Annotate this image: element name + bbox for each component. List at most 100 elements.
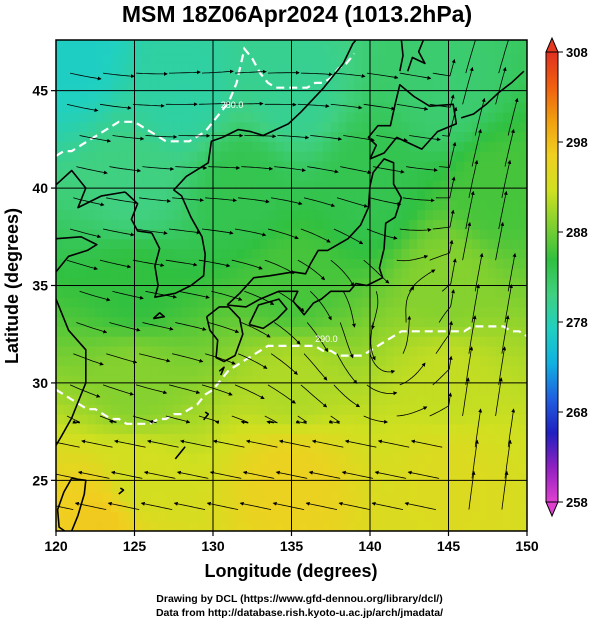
field-cell: [236, 112, 245, 123]
field-cell: [456, 492, 465, 503]
field-cell: [401, 384, 410, 396]
field-cell: [87, 180, 96, 191]
streamline: [406, 166, 438, 173]
field-cell: [354, 521, 363, 531]
field-cell: [377, 170, 387, 181]
field-cell: [173, 521, 183, 531]
field-cell: [95, 92, 104, 103]
field-cell: [503, 92, 512, 103]
field-cell: [448, 238, 457, 249]
field-cell: [205, 336, 214, 347]
field-cell: [291, 365, 300, 376]
field-cell: [63, 326, 73, 337]
streamline: [103, 72, 135, 79]
field-cell: [111, 170, 120, 181]
field-cell: [291, 53, 300, 64]
field-cell: [315, 180, 324, 191]
field-cell: [260, 521, 269, 531]
field-cell: [158, 248, 167, 259]
field-cell: [472, 73, 481, 84]
field-cell: [511, 511, 520, 522]
field-cell: [315, 326, 324, 337]
field-cell: [268, 501, 277, 513]
field-cell: [95, 433, 104, 444]
streamline: [408, 269, 436, 292]
field-cell: [362, 180, 371, 191]
field-cell: [79, 102, 88, 113]
field-cell: [393, 453, 402, 464]
field-cell: [71, 394, 81, 405]
field-cell: [213, 375, 222, 386]
field-cell: [197, 326, 206, 337]
field-cell: [409, 63, 418, 74]
field-cell: [409, 355, 418, 366]
field-cell: [189, 199, 198, 211]
field-cell: [417, 141, 426, 152]
colorbar-min-triangle: [545, 501, 559, 518]
streamline: [468, 470, 476, 510]
field-cell: [165, 336, 175, 347]
streamline: [99, 259, 132, 269]
field-cell: [479, 365, 489, 376]
field-cell: [181, 462, 190, 474]
field-cell: [63, 121, 73, 133]
field-cell: [354, 199, 363, 211]
field-cell: [220, 190, 230, 201]
streamline: [201, 228, 234, 235]
streamline: [264, 259, 295, 274]
field-cell: [432, 316, 442, 327]
field-cell: [56, 336, 65, 347]
field-cell: [134, 121, 143, 133]
field-cell: [495, 277, 504, 288]
field-cell: [448, 355, 457, 366]
field-cell: [362, 82, 371, 94]
streamline: [168, 228, 201, 235]
field-cell: [330, 141, 340, 152]
field-cell: [126, 238, 136, 249]
field-cell: [409, 287, 418, 298]
field-cell: [472, 63, 481, 74]
field-cell: [173, 297, 183, 308]
field-cell: [268, 462, 277, 474]
field-cell: [432, 462, 442, 474]
field-cell: [354, 258, 363, 269]
field-cell: [95, 229, 104, 240]
field-cell: [370, 501, 379, 513]
field-cell: [56, 345, 65, 357]
field-cell: [268, 151, 277, 162]
field-cell: [111, 190, 120, 201]
field-cell: [424, 229, 434, 240]
field-cell: [472, 238, 481, 249]
field-cell: [393, 180, 402, 191]
field-cell: [118, 423, 128, 435]
field-cell: [150, 219, 159, 230]
field-cell: [56, 141, 65, 152]
field-cell: [268, 268, 277, 279]
field-cell: [440, 160, 450, 172]
field-cell: [56, 180, 65, 191]
field-cell: [385, 238, 395, 249]
field-cell: [424, 511, 434, 522]
field-cell: [134, 306, 143, 318]
field-cell: [283, 199, 293, 211]
field-cell: [71, 414, 81, 425]
field-cell: [87, 384, 96, 396]
streamline: [205, 353, 236, 365]
field-cell: [346, 112, 355, 123]
field-cell: [165, 306, 175, 318]
field-cell: [95, 501, 104, 513]
field-cell: [118, 248, 128, 259]
field-cell: [71, 287, 81, 298]
field-cell: [307, 121, 316, 133]
field-cell: [440, 199, 450, 211]
field-cell: [519, 287, 527, 298]
field-cell: [448, 53, 457, 64]
field-cell: [519, 375, 527, 386]
field-cell: [158, 453, 167, 464]
field-cell: [472, 229, 481, 240]
field-cell: [103, 40, 112, 45]
field-cell: [283, 287, 293, 298]
x-tick-label: 135: [280, 538, 304, 554]
field-cell: [440, 40, 450, 45]
